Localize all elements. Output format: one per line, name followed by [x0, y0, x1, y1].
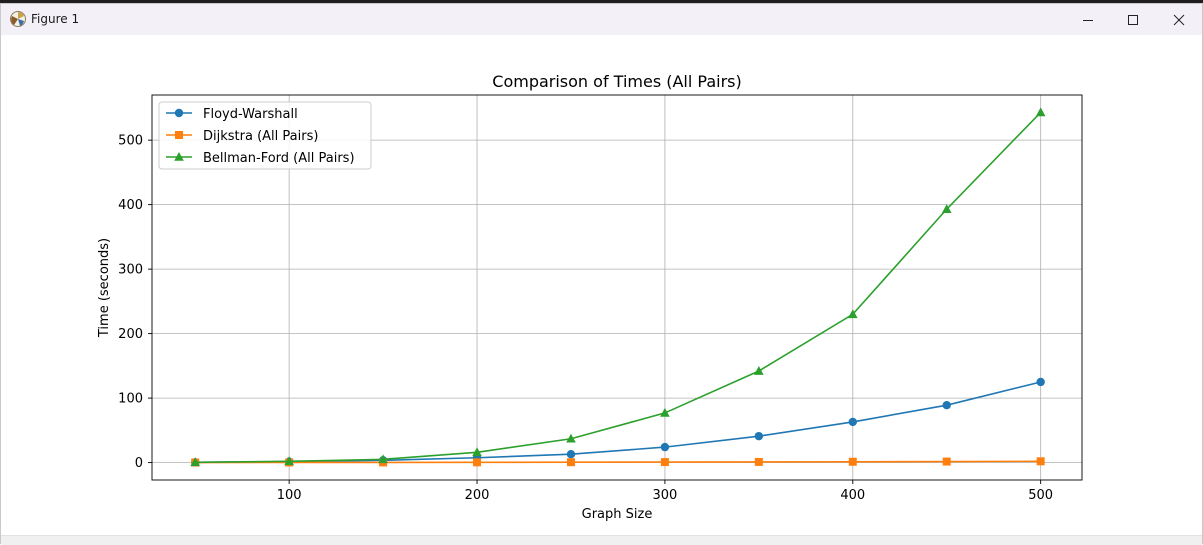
x-tick-label: 400 — [840, 488, 865, 503]
x-tick-label: 500 — [1028, 488, 1053, 503]
data-point — [1036, 457, 1045, 466]
legend-box — [158, 101, 372, 170]
legend-label: Bellman-Ford (All Pairs) — [203, 151, 355, 166]
series-line — [195, 111, 1042, 464]
data-point — [660, 442, 670, 452]
legend-label: Floyd-Warshall — [203, 107, 298, 122]
data-point — [566, 458, 575, 467]
data-point — [190, 457, 201, 467]
figure-window: Figure 1 100 200 300 400 500 0 100 200 300 400 500… — [0, 3, 1203, 545]
data-point — [848, 457, 857, 466]
x-axis-label: Graph Size — [582, 507, 653, 522]
data-point — [566, 433, 576, 443]
data-point — [378, 454, 388, 464]
axes-frame — [151, 94, 1083, 481]
maximize-button[interactable] — [1110, 4, 1156, 35]
x-tick-label: 100 — [277, 488, 302, 503]
series-line — [195, 460, 1041, 464]
data-point — [660, 458, 669, 467]
toolbar-strip — [1, 535, 1202, 545]
x-tick-label: 300 — [652, 488, 677, 503]
legend-marker — [174, 108, 184, 118]
data-point — [660, 407, 670, 417]
legend-item: Floyd-Warshall — [166, 107, 298, 122]
data-point — [754, 366, 764, 375]
window-title: Figure 1 — [31, 12, 80, 26]
y-tick-label: 400 — [118, 198, 143, 213]
data-point — [754, 431, 764, 441]
data-point — [754, 457, 763, 466]
maximize-icon — [1128, 14, 1138, 25]
y-tick-label: 300 — [118, 263, 143, 278]
data-point — [942, 457, 951, 466]
data-point — [284, 456, 294, 466]
minimize-button[interactable] — [1065, 4, 1111, 35]
series-bellman-ford-all-pairs — [190, 107, 1046, 467]
legend-label: Dijkstra (All Pairs) — [203, 129, 318, 144]
legend: Floyd-Warshall Dijkstra (All Pairs) Bellma… — [158, 101, 372, 170]
title-bar[interactable]: Figure 1 — [1, 4, 1202, 35]
data-point — [848, 417, 857, 427]
close-button[interactable] — [1156, 4, 1202, 35]
figure-canvas[interactable]: 100 200 300 400 500 0 100 200 300 400 500 Compariso… — [1, 35, 1202, 535]
x-tick-label: 200 — [465, 488, 490, 503]
minimize-icon — [1083, 19, 1093, 21]
y-tick-label: 500 — [118, 134, 143, 149]
legend-item: Dijkstra (All Pairs) — [166, 129, 318, 144]
data-point — [473, 458, 482, 467]
data-point — [566, 450, 576, 459]
data-point — [847, 309, 858, 319]
matplotlib-app-icon — [10, 11, 26, 27]
y-tick-label: 200 — [118, 327, 143, 342]
chart-title: Comparison of Times (All Pairs) — [492, 72, 741, 91]
data-point — [1035, 107, 1046, 117]
data-point — [942, 400, 951, 410]
legend-marker — [175, 131, 183, 139]
legend-marker — [174, 152, 184, 161]
chart: 100 200 300 400 500 0 100 200 300 400 500 Compariso… — [97, 72, 1083, 522]
y-tick-label: 100 — [118, 392, 143, 407]
y-axis-label: Time (seconds) — [97, 238, 112, 338]
data-point — [941, 204, 952, 213]
top-edge — [0, 0, 1203, 3]
data-point — [1036, 377, 1045, 387]
legend-item: Bellman-Ford (All Pairs) — [166, 151, 355, 166]
close-icon — [1173, 14, 1185, 25]
y-tick-label: 0 — [135, 456, 143, 471]
data-point — [472, 447, 482, 457]
